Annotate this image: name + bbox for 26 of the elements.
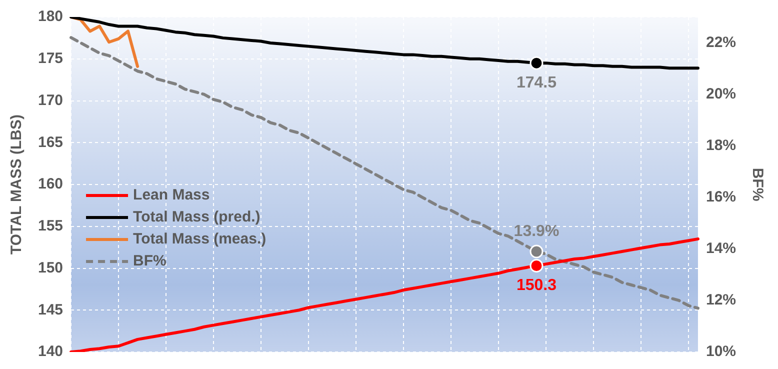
y-tick-label: 150 <box>38 259 64 276</box>
y-tick-label: 155 <box>38 218 64 235</box>
y2-tick-label: 10% <box>706 343 736 360</box>
legend-label: Total Mass (pred.) <box>133 208 260 226</box>
legend-label: Total Mass (meas.) <box>133 230 266 248</box>
legend-label: BF% <box>133 252 166 270</box>
y-axis-title: TOTAL MASS (LBS) <box>8 114 26 254</box>
y2-tick-label: 12% <box>706 292 736 309</box>
y-tick-label: 170 <box>38 92 64 109</box>
y2-axis-title: BF% <box>748 168 766 202</box>
y2-tick-label: 14% <box>706 240 736 258</box>
y-tick-label: 160 <box>38 176 64 193</box>
y2-tick-label: 18% <box>706 136 736 154</box>
data-label: 174.5 <box>516 74 557 92</box>
y2-tick-label: 22% <box>706 34 736 51</box>
data-label: 150.3 <box>516 277 557 294</box>
data-label: 13.9% <box>514 222 560 240</box>
y-tick-label: 165 <box>38 134 64 151</box>
line-series <box>70 36 700 310</box>
y2-tick-label: 20% <box>706 85 736 102</box>
legend-label: Lean Mass <box>133 186 210 204</box>
y-tick-label: 180 <box>38 8 64 26</box>
y-tick-label: 145 <box>38 301 64 318</box>
y2-tick-label: 16% <box>706 188 736 206</box>
y-tick-label: 175 <box>38 50 64 68</box>
y-tick-label: 140 <box>38 343 64 360</box>
